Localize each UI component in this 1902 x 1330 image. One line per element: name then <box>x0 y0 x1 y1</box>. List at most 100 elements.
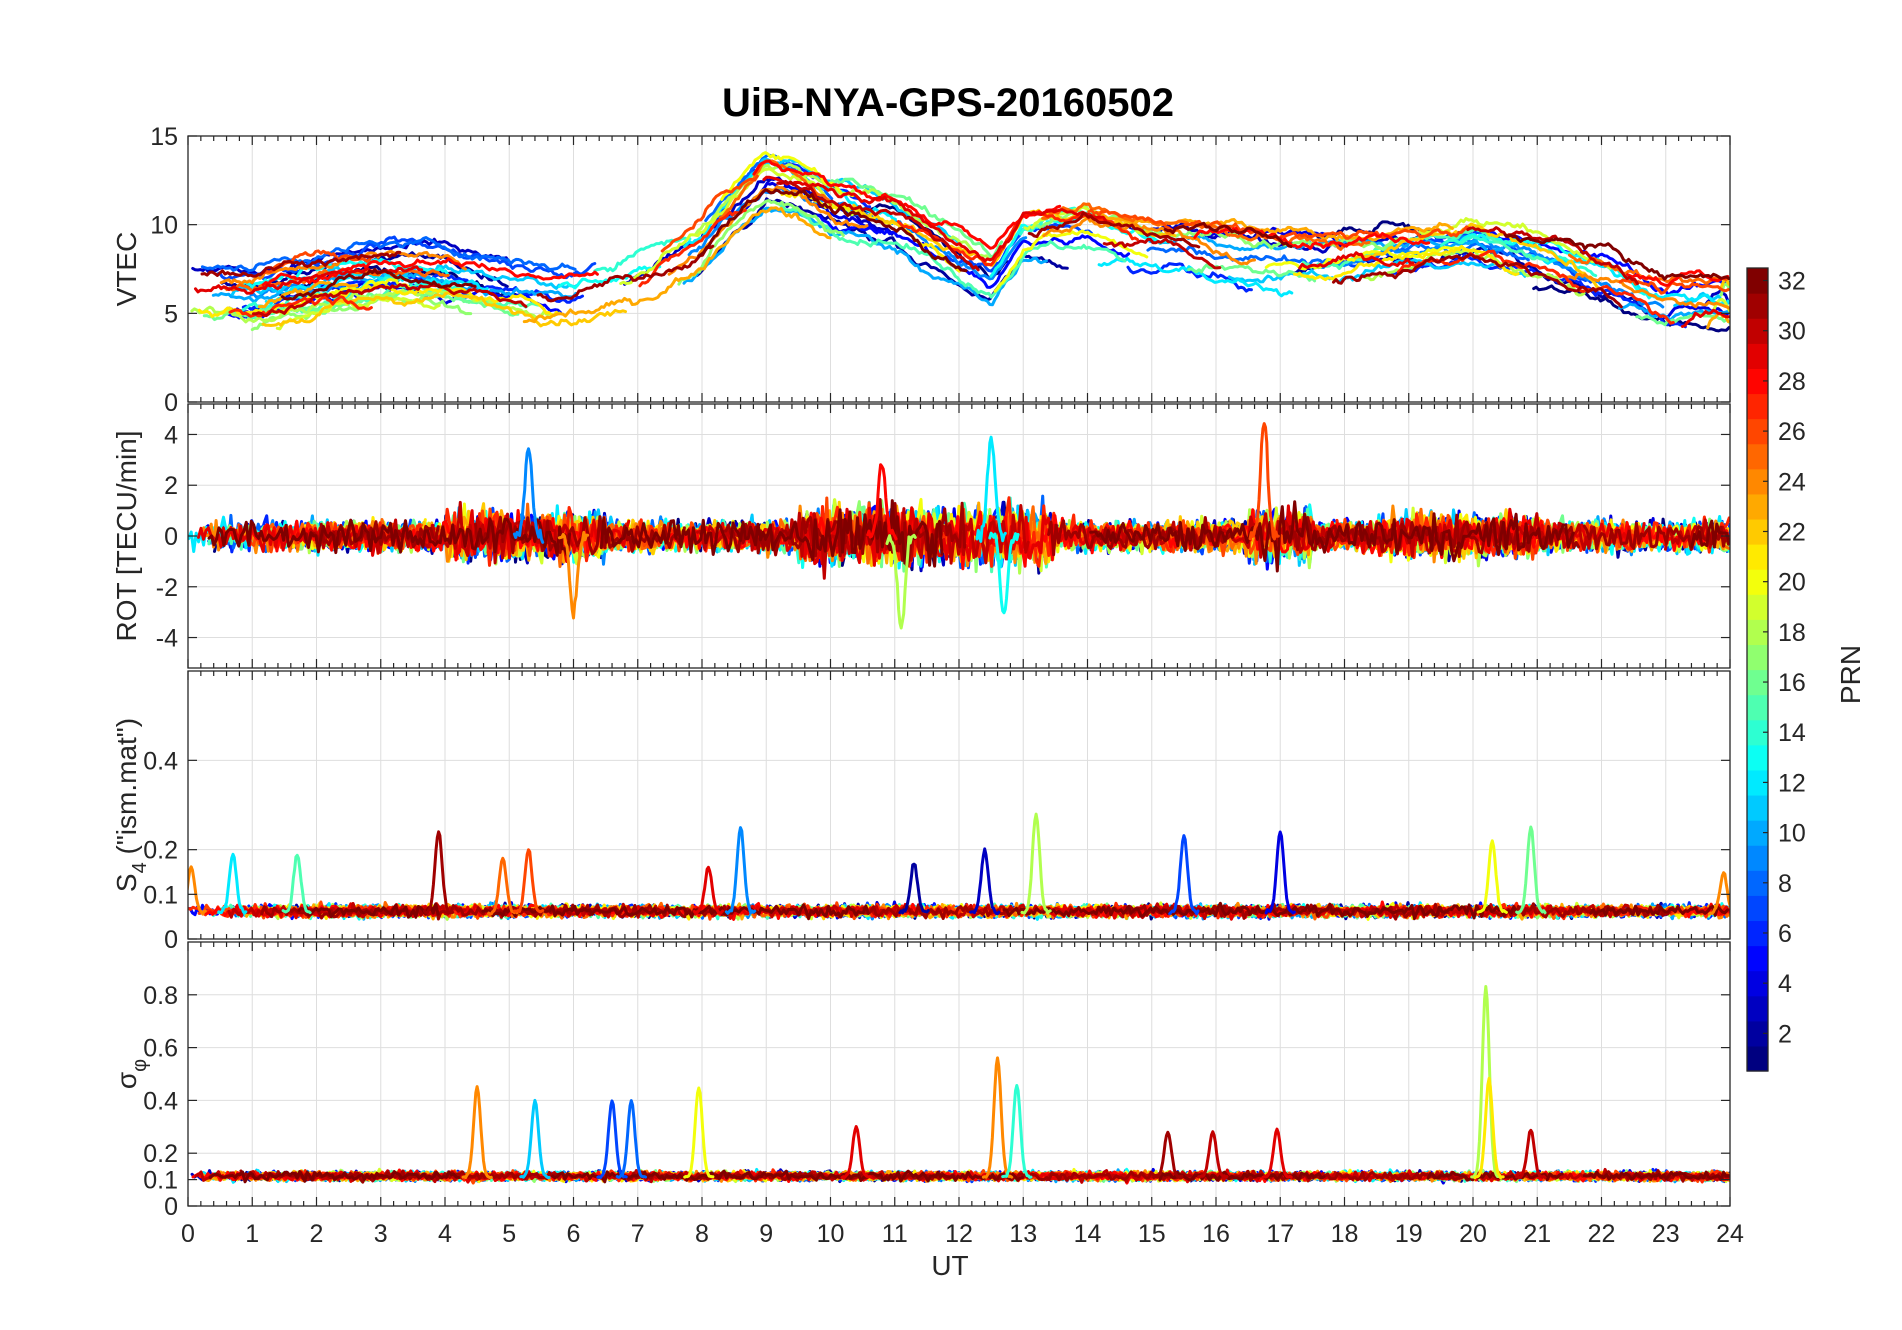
colorbar-segment <box>1747 694 1768 721</box>
peak-prn-24 <box>981 1056 1014 1179</box>
peak-prn-18 <box>1470 985 1502 1179</box>
trace-prn-29 <box>762 175 1108 263</box>
x-tick-label: 11 <box>882 1220 908 1248</box>
y-tick-label: 0 <box>164 926 178 954</box>
trace-prn-32 <box>207 517 572 557</box>
colorbar-segment <box>1747 518 1768 545</box>
y-axis-label: ROT [TECU/min] <box>111 430 142 641</box>
trace-prn-32 <box>1690 519 1730 549</box>
colorbar-segment <box>1747 343 1768 369</box>
panel-2: -4 -2 0 2 4 ROT [TECU/min] <box>111 403 1731 669</box>
peak-prn-28 <box>866 463 898 541</box>
trace-prn-24 <box>1042 216 1256 266</box>
peak-prn-14 <box>1001 1084 1033 1179</box>
traces <box>190 985 1730 1185</box>
colorbar-tick-label: 16 <box>1778 669 1806 697</box>
colorbar-tick-label: 6 <box>1778 920 1792 948</box>
colorbar-segment <box>1747 769 1768 796</box>
y-tick-label: 5 <box>164 300 178 328</box>
peak-prn-15 <box>281 853 312 915</box>
colorbar-segment <box>1747 1020 1768 1047</box>
y-axis-label: VTEC <box>111 232 142 307</box>
ticks: 0 5 10 15 <box>150 123 1731 417</box>
x-tick-label: 15 <box>1138 1220 1166 1248</box>
colorbar-segment <box>1747 619 1768 646</box>
traces <box>188 422 1730 630</box>
colorbar-segment <box>1747 794 1768 821</box>
peak-prn-29 <box>692 865 725 915</box>
peak-prn-25 <box>487 856 519 916</box>
trace-prn-32 <box>1589 904 1729 917</box>
peak-prn-31 <box>422 830 455 915</box>
trace-prn-25 <box>220 267 450 293</box>
panel-4: 00.10.2 0.4 0.6 0.8 σφ <box>111 941 1731 1221</box>
x-axis-label: UT <box>931 1250 968 1281</box>
x-tick-label: 1 <box>245 1220 259 1248</box>
colorbar-segment <box>1747 920 1768 947</box>
trace-prn-32 <box>280 267 477 301</box>
y-axis-label-main: S <box>111 873 142 892</box>
panel-1: 0 5 10 15 VTEC <box>111 123 1731 417</box>
trace-prn-8 <box>200 236 577 273</box>
colorbar-segment <box>1747 995 1768 1022</box>
peak-prn-8 <box>615 1099 647 1179</box>
trace-prn-32 <box>1163 221 1293 249</box>
trace-prn-28 <box>752 159 1062 250</box>
colorbar-label: PRN <box>1835 645 1866 704</box>
trace-prn-32 <box>599 499 944 568</box>
trace-prn-30 <box>1102 237 1222 270</box>
x-tick-label: 4 <box>438 1220 452 1248</box>
x-tick-label: 3 <box>374 1220 388 1248</box>
x-tick-label: 7 <box>631 1220 645 1248</box>
trace-prn-31 <box>862 903 1012 920</box>
colorbar-tick-label: 12 <box>1778 769 1806 797</box>
x-tick-label: 6 <box>567 1220 581 1248</box>
y-tick-label: 2 <box>164 472 178 500</box>
trace-prn-26 <box>1618 278 1730 295</box>
peak-prn-31 <box>1152 1130 1184 1180</box>
colorbar-tick-label: 24 <box>1778 468 1806 496</box>
colorbar-segment <box>1747 970 1768 997</box>
y-tick-label: 10 <box>150 212 178 240</box>
peak-prn-3 <box>969 847 1001 916</box>
x-tick-label: 5 <box>502 1220 516 1248</box>
ticks: 0 0.1 0.2 0.4 <box>143 671 1731 954</box>
peak-prn-7 <box>1168 834 1200 916</box>
colorbar-segment <box>1747 945 1768 972</box>
colorbar-tick-label: 32 <box>1778 268 1806 296</box>
trace-prn-5 <box>816 213 1131 289</box>
y-tick-label: 0.4 <box>143 747 178 775</box>
colorbar-segment <box>1747 544 1768 570</box>
colorbar-tick-label: 18 <box>1778 619 1806 647</box>
trace-prn-17 <box>677 199 845 286</box>
peak-prn-26 <box>1248 422 1280 541</box>
colorbar-segment <box>1747 468 1768 495</box>
peak-prn-9 <box>724 826 757 915</box>
trace-prn-32 <box>1503 233 1730 281</box>
trace-prn-31 <box>200 250 402 278</box>
x-tick-label: 14 <box>1074 1220 1102 1248</box>
y-tick-label: -4 <box>156 625 178 653</box>
peak-prn-30 <box>1197 1130 1229 1179</box>
peak-prn-24 <box>557 530 590 620</box>
y-axis-label-rest: ("ism.mat") <box>111 718 142 862</box>
peak-prn-30 <box>1515 1128 1547 1180</box>
peak-prn-29 <box>1261 1127 1293 1179</box>
trace-prn-31 <box>1027 211 1201 249</box>
colorbar-tick-label: 14 <box>1778 719 1806 747</box>
y-axis-label: σφ <box>111 1059 151 1089</box>
trace-prn-30 <box>1466 226 1639 286</box>
trace-prn-21 <box>1293 244 1520 282</box>
trace-prn-31 <box>536 244 715 303</box>
trace-prn-16 <box>828 177 1004 259</box>
x-tick-label: 9 <box>759 1220 773 1248</box>
colorbar-box <box>1746 267 1769 1072</box>
colorbar-tick-label: 30 <box>1778 318 1806 346</box>
x-tick-label: 24 <box>1716 1220 1744 1248</box>
trace-prn-22 <box>1354 222 1602 290</box>
trace-prn-16 <box>1635 312 1730 327</box>
traces <box>190 151 1730 333</box>
peak-prn-7 <box>596 1099 628 1180</box>
colorbar-segment <box>1747 418 1768 445</box>
y-tick-label: 0.2 <box>143 837 178 865</box>
